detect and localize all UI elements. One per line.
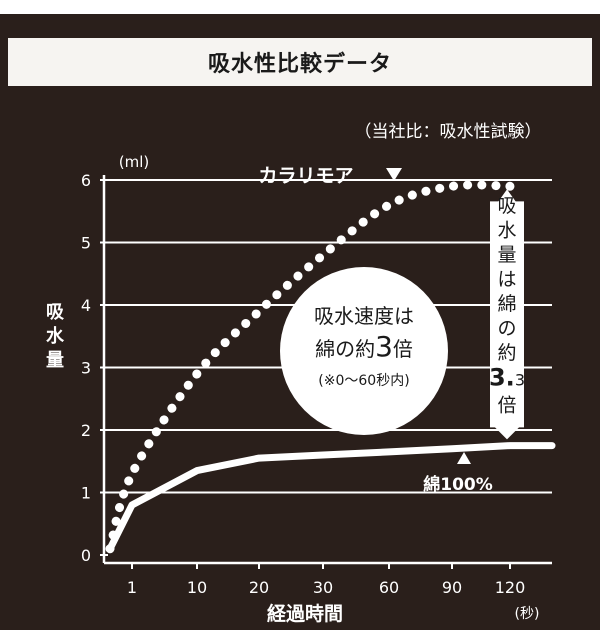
x-tick-label: 120 <box>495 578 526 597</box>
ratio-char: 吸 <box>497 195 516 217</box>
x-tick-label: 60 <box>379 578 399 597</box>
ratio-char: 約 <box>497 342 516 364</box>
y-tick-label: 3 <box>81 359 91 378</box>
y-tick-label: 6 <box>81 171 91 190</box>
x-unit: (秒) <box>515 606 540 622</box>
chart-title: 吸水性比較データ <box>8 38 592 86</box>
ratio-char: 水 <box>497 220 516 242</box>
ratio-arrow-body <box>490 201 524 428</box>
ratio-arrow-head-down <box>493 425 521 440</box>
x-tick-label: 30 <box>313 578 333 597</box>
y-tick-label: 1 <box>81 484 91 503</box>
x-axis-label: 経過時間 <box>267 602 343 625</box>
series-marker-cotton <box>457 452 471 464</box>
ratio-char: 量 <box>497 244 516 266</box>
y-axis-label: 吸水量 <box>46 302 65 371</box>
series-marker-karalimore <box>386 168 402 181</box>
annotation-line-1: 吸水速度は <box>314 304 414 328</box>
x-tick-label: 20 <box>249 578 269 597</box>
y-tick-label: 5 <box>81 234 91 253</box>
x-tick-label: 90 <box>442 578 462 597</box>
ratio-arrow-head-up <box>497 189 517 204</box>
series-line-cotton <box>106 442 556 553</box>
y-tick-label: 2 <box>81 421 91 440</box>
annotation-line-2: 綿の約3倍 <box>315 330 413 363</box>
annotation-note: (※0〜60秒内) <box>318 373 409 389</box>
annotation-circle <box>280 267 448 435</box>
series-label-karalimore: カラリモア <box>258 165 353 187</box>
ratio-char: の <box>497 318 516 340</box>
x-tick-label: 1 <box>127 578 137 597</box>
y-tick-label: 0 <box>81 546 91 565</box>
ratio-char: 綿 <box>497 293 516 315</box>
y-tick-label: 4 <box>81 296 91 315</box>
ratio-value: 3.3 <box>489 364 525 392</box>
x-tick-label: 10 <box>187 578 207 597</box>
ratio-suffix: 倍 <box>497 395 516 417</box>
chart-subtitle: （当社比：吸水性試験） <box>355 122 542 142</box>
ratio-char: は <box>497 269 516 291</box>
y-unit: (ml) <box>119 153 149 171</box>
series-label-cotton: 綿100% <box>423 474 493 495</box>
